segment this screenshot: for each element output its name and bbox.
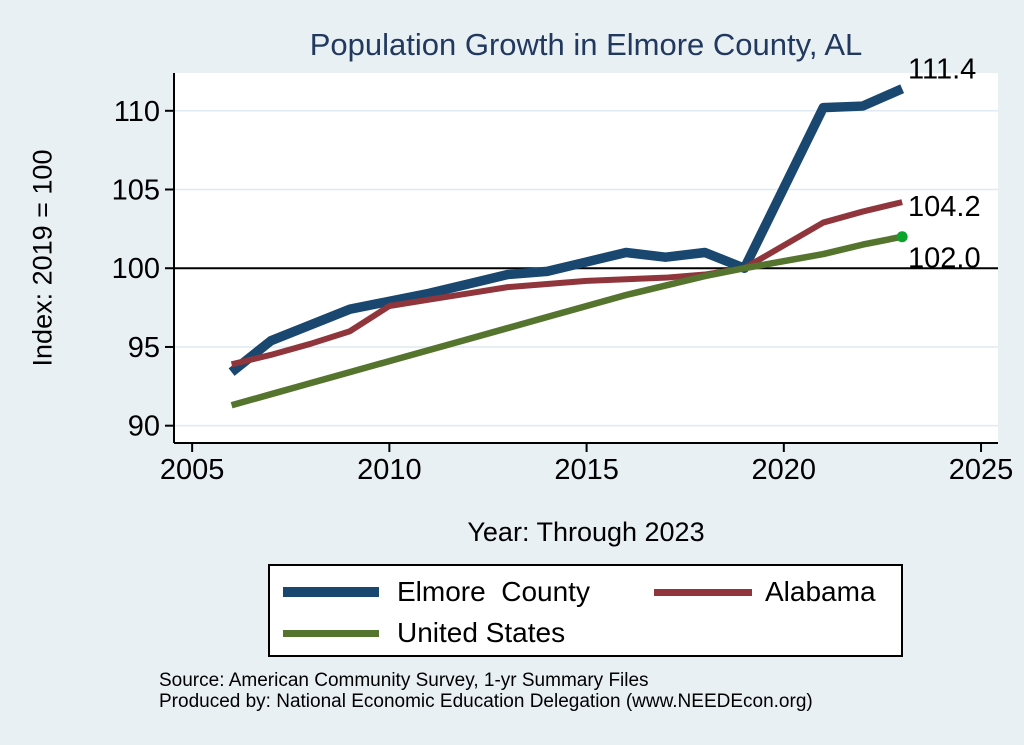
y-tick-label-100: 100 xyxy=(112,253,160,285)
source-line: Source: American Community Survey, 1-yr … xyxy=(159,670,649,691)
legend-swatch-united-states xyxy=(283,630,379,637)
y-tick-label-95: 95 xyxy=(128,332,160,364)
end-value-label-alabama: 104.2 xyxy=(908,191,981,223)
chart-title: Population Growth in Elmore County, AL xyxy=(309,27,863,62)
x-tick-label-2010: 2010 xyxy=(357,454,422,486)
x-tick-label-2005: 2005 xyxy=(160,454,225,486)
end-value-label-us: 102.0 xyxy=(908,243,981,275)
legend-label-united-states: United States xyxy=(397,617,566,648)
legend-label-alabama: Alabama xyxy=(765,576,876,607)
end-value-label-elmore: 111.4 xyxy=(908,54,976,86)
series-line-elmore xyxy=(228,84,905,376)
series-end-marker-us xyxy=(896,231,908,243)
x-axis-title: Year: Through 2023 xyxy=(467,517,705,547)
series-line-alabama xyxy=(230,199,903,368)
y-tick-label-110: 110 xyxy=(114,96,160,128)
producer-line: Produced by: National Economic Education… xyxy=(159,690,813,712)
source-notes: Source: American Community Survey, 1-yr … xyxy=(159,670,813,712)
y-tick-label-105: 105 xyxy=(112,175,160,207)
x-tick-label-2020: 2020 xyxy=(752,454,817,486)
legend-label-elmore-county: Elmore County xyxy=(397,576,590,607)
chart-legend: Elmore County Alabama United States xyxy=(268,564,903,657)
series-line-us xyxy=(230,233,903,409)
legend-swatch-alabama xyxy=(654,589,752,596)
x-tick-label-2015: 2015 xyxy=(554,454,619,486)
legend-swatch-elmore-county xyxy=(283,587,379,597)
y-tick-label-90: 90 xyxy=(128,411,160,443)
x-tick-label-2025: 2025 xyxy=(949,454,1014,486)
